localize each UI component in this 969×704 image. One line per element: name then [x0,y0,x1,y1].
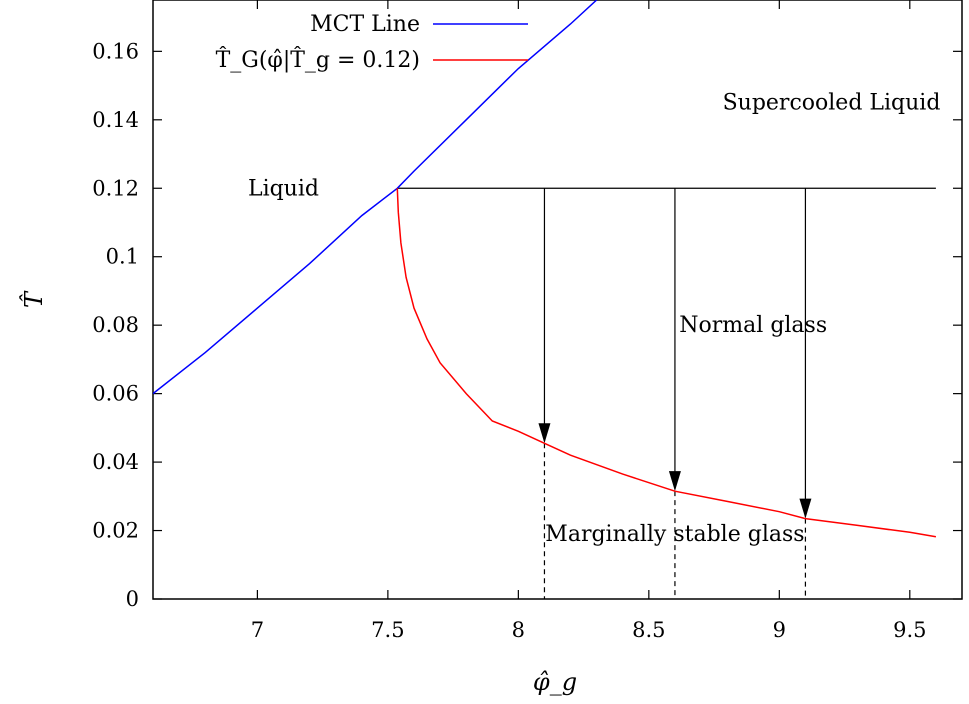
y-tick-label: 0.04 [92,450,139,474]
plot-frame [152,0,963,600]
annotation-text: Marginally stable glass [545,522,804,547]
x-axis-label: φ̂_g [533,668,577,696]
annotation-text: Supercooled Liquid [723,91,941,116]
y-tick-label: 0.08 [92,313,139,337]
y-tick-label: 0.16 [92,39,139,63]
legend: MCT Line T̂_G(φ̂|T̂_g = 0.12) [216,12,528,73]
annotation-text: Liquid [248,176,319,201]
y-tick-label: 0.02 [92,519,139,543]
y-axis-ticks: 0 0.02 0.04 0.06 0.08 0.1 0.12 0.14 0.16 [92,39,962,611]
arrow-head [538,423,551,444]
annotations-layer: Liquid Supercooled Liquid Normal glass Marg… [248,91,940,547]
y-tick-label: 0.06 [92,382,139,406]
x-tick-label: 8.5 [632,618,665,642]
annotation-text: Normal glass [679,313,827,338]
x-tick-label: 8 [512,618,525,642]
series-layer [153,0,937,599]
arrow-head [799,498,812,519]
y-tick-label: 0.14 [92,108,139,132]
arrow-head [668,471,681,492]
tg-curve-series [396,188,937,538]
legend-label: T̂_G(φ̂|T̂_g = 0.12) [216,47,420,73]
x-tick-label: 7 [251,618,264,642]
y-tick-label: 0.1 [106,245,139,269]
x-tick-label: 7.5 [371,618,404,642]
x-tick-label: 9 [773,618,786,642]
y-tick-label: 0 [126,587,139,611]
legend-label: MCT Line [310,12,420,37]
y-tick-label: 0.12 [92,176,139,200]
y-axis-label: T̂ [20,290,48,308]
x-tick-label: 9.5 [893,618,926,642]
x-axis-ticks: 7 7.5 8 8.5 9 9.5 [251,0,927,642]
